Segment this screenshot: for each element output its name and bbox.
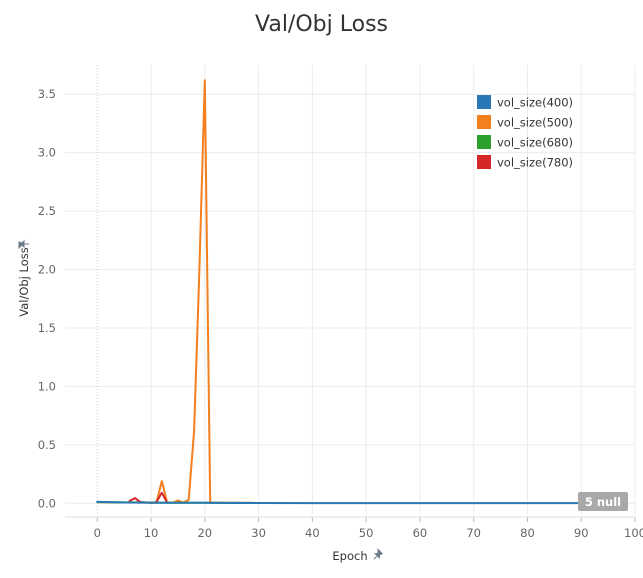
y-tick-label: 2.0 (38, 263, 56, 277)
y-tick-label: 1.0 (38, 379, 56, 393)
series-lines (96, 79, 610, 505)
legend-label: vol_size(680) (497, 136, 573, 150)
y-tick-label: 2.5 (38, 204, 56, 218)
y-tick-label: 0.0 (38, 496, 56, 510)
x-tick-labels: 0 10 20 30 40 50 60 70 80 90 100 (94, 526, 643, 540)
legend-swatch (477, 135, 491, 149)
x-tick-label: 50 (359, 526, 374, 540)
null-badge-label: 5 null (585, 495, 621, 509)
y-tick-labels: 0.0 0.5 1.0 1.5 2.0 2.5 3.0 3.5 (38, 87, 56, 510)
y-tick-label: 0.5 (38, 438, 56, 452)
x-tick-label: 70 (466, 526, 481, 540)
legend-item[interactable]: vol_size(500) (477, 115, 573, 130)
chart-title: Val/Obj Loss (255, 12, 388, 37)
legend-swatch (477, 155, 491, 169)
legend: vol_size(400) vol_size(500) vol_size(680)v… (477, 95, 573, 170)
legend-label: vol_size(400) (497, 96, 573, 110)
legend-label: vol_size(780) (497, 156, 573, 170)
x-tick-label: 30 (251, 526, 266, 540)
x-tick-label: 0 (94, 526, 101, 540)
legend-item[interactable]: vol_size(680) (477, 135, 573, 150)
x-axis-title-group: Epoch (332, 548, 384, 563)
x-tick-label: 10 (144, 526, 159, 540)
legend-label: vol_size(500) (497, 116, 573, 130)
x-tick-label: 40 (305, 526, 320, 540)
legend-swatch (477, 95, 491, 109)
y-axis-title-group: Val/Obj Loss (17, 239, 31, 317)
x-tick-label: 20 (197, 526, 212, 540)
y-tick-label: 3.5 (38, 87, 56, 101)
y-tick-label: 3.0 (38, 146, 56, 160)
series-line-vol-size-500[interactable] (96, 79, 260, 504)
series-line-vol-size-780[interactable] (128, 491, 169, 504)
x-tick-label: 60 (413, 526, 428, 540)
y-tick-label: 1.5 (38, 321, 56, 335)
legend-item[interactable]: vol_size(780) (477, 155, 573, 170)
null-badge[interactable]: 5 null (578, 492, 628, 511)
y-axis-title: Val/Obj Loss (17, 247, 31, 317)
legend-swatch (477, 115, 491, 129)
x-axis-pin-icon[interactable] (371, 548, 384, 561)
x-axis-title: Epoch (332, 549, 367, 563)
series-line-vol-size-400[interactable] (96, 500, 610, 505)
y-axis-pin-icon[interactable] (18, 239, 29, 250)
x-tick-label: 90 (574, 526, 589, 540)
x-tick-label: 80 (520, 526, 535, 540)
gridlines (65, 65, 636, 522)
x-tick-label: 100 (624, 526, 643, 540)
legend-item[interactable]: vol_size(400) (477, 95, 573, 110)
